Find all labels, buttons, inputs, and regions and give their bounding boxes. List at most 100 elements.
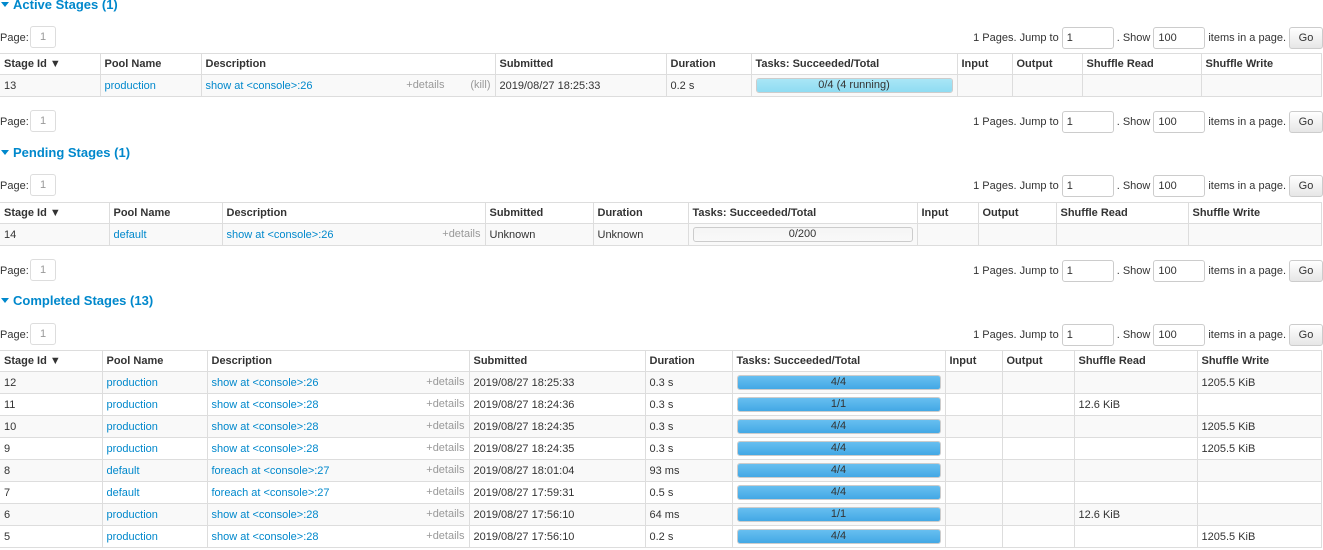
column-header[interactable]: Duration: [644, 350, 733, 372]
section-toggle[interactable]: Pending Stages (1): [0, 145, 130, 160]
column-header[interactable]: Shuffle Write: [1196, 350, 1322, 372]
page-size-input[interactable]: [1153, 27, 1206, 49]
jump-to-page-input[interactable]: [1061, 27, 1114, 49]
jump-to-page-input[interactable]: [1061, 175, 1114, 197]
pool-name-link[interactable]: production: [106, 398, 158, 411]
description-link[interactable]: show at <console>:26: [205, 79, 313, 92]
column-header[interactable]: Tasks: Succeeded/Total: [750, 53, 958, 75]
description-link[interactable]: show at <console>:28: [211, 398, 319, 411]
column-header[interactable]: Pool Name: [101, 350, 208, 372]
shuffle-write: [1187, 223, 1322, 246]
column-header[interactable]: Input: [916, 202, 979, 224]
column-header[interactable]: Description: [221, 202, 486, 224]
column-header[interactable]: Stage Id ▼: [0, 202, 110, 224]
submitted: 2019/08/27 18:25:33: [494, 74, 667, 97]
page-button[interactable]: 1: [30, 259, 56, 281]
tasks-text: 0/4 (4 running): [818, 79, 890, 91]
details-toggle[interactable]: +details: [426, 530, 465, 542]
column-header[interactable]: Duration: [665, 53, 752, 75]
column-header[interactable]: Tasks: Succeeded/Total: [687, 202, 918, 224]
pool-name-link[interactable]: default: [106, 464, 140, 477]
items-text: items in a page.: [1208, 32, 1286, 44]
submitted: 2019/08/27 18:01:04: [468, 459, 646, 482]
output: [1011, 74, 1083, 97]
page-label: Page:: [0, 329, 29, 341]
go-button[interactable]: Go: [1289, 111, 1323, 133]
page-size-input[interactable]: [1153, 260, 1206, 282]
duration: 0.3 s: [644, 371, 733, 394]
column-header[interactable]: Shuffle Write: [1187, 202, 1322, 224]
input: [944, 415, 1003, 438]
column-header[interactable]: Submitted: [484, 202, 594, 224]
stages-table: Stage Id ▼ Pool Name Description Submitted D…: [0, 350, 1322, 548]
page-button[interactable]: 1: [30, 174, 56, 196]
details-toggle[interactable]: +details: [406, 79, 445, 91]
page-button[interactable]: 1: [30, 323, 56, 345]
pool-name-link[interactable]: default: [113, 228, 147, 241]
description-link[interactable]: show at <console>:26: [211, 376, 319, 389]
details-toggle[interactable]: +details: [426, 508, 465, 520]
description-link[interactable]: show at <console>:28: [211, 530, 319, 543]
column-header[interactable]: Pool Name: [99, 53, 202, 75]
pool-name-link[interactable]: production: [104, 79, 156, 92]
column-header[interactable]: Description: [206, 350, 470, 372]
jump-to-page-input[interactable]: [1061, 260, 1114, 282]
details-toggle[interactable]: +details: [426, 464, 465, 476]
column-header[interactable]: Shuffle Read: [1073, 350, 1198, 372]
pool-name-link[interactable]: production: [106, 442, 158, 455]
go-button[interactable]: Go: [1289, 27, 1323, 49]
jump-to-page-input[interactable]: [1061, 111, 1114, 133]
column-header[interactable]: Submitted: [468, 350, 646, 372]
details-toggle[interactable]: +details: [426, 486, 465, 498]
pool-name-link[interactable]: default: [106, 486, 140, 499]
page-size-input[interactable]: [1153, 175, 1206, 197]
details-toggle[interactable]: +details: [426, 376, 465, 388]
column-header[interactable]: Output: [1011, 53, 1083, 75]
column-header[interactable]: Submitted: [494, 53, 667, 75]
column-header[interactable]: Description: [200, 53, 496, 75]
column-header[interactable]: Input: [944, 350, 1003, 372]
column-header[interactable]: Stage Id ▼: [0, 350, 103, 372]
section-toggle[interactable]: Completed Stages (13): [0, 293, 153, 308]
details-toggle[interactable]: +details: [426, 398, 465, 410]
jump-to-page-input[interactable]: [1061, 324, 1114, 346]
input: [944, 437, 1003, 460]
go-button[interactable]: Go: [1289, 260, 1323, 282]
go-button[interactable]: Go: [1289, 175, 1323, 197]
column-header[interactable]: Shuffle Read: [1081, 53, 1202, 75]
description-link[interactable]: foreach at <console>:27: [211, 486, 330, 499]
details-toggle[interactable]: +details: [426, 420, 465, 432]
pool-name-link[interactable]: production: [106, 530, 158, 543]
column-header[interactable]: Stage Id ▼: [0, 53, 101, 75]
shuffle-write: 1205.5 KiB: [1196, 415, 1322, 438]
page-size-input[interactable]: [1153, 111, 1206, 133]
kill-link[interactable]: (kill): [470, 79, 491, 91]
column-header[interactable]: Shuffle Read: [1055, 202, 1189, 224]
section-toggle[interactable]: Active Stages (1): [0, 0, 118, 12]
column-header[interactable]: Output: [1001, 350, 1075, 372]
go-button[interactable]: Go: [1289, 324, 1323, 346]
items-text: items in a page.: [1208, 329, 1286, 341]
description-link[interactable]: show at <console>:28: [211, 508, 319, 521]
column-header[interactable]: Tasks: Succeeded/Total: [731, 350, 946, 372]
column-header[interactable]: Duration: [592, 202, 689, 224]
page-button[interactable]: 1: [30, 26, 56, 48]
description-link[interactable]: show at <console>:28: [211, 442, 319, 455]
description-link[interactable]: show at <console>:26: [226, 228, 334, 241]
description-link[interactable]: foreach at <console>:27: [211, 464, 330, 477]
pool-name-link[interactable]: production: [106, 508, 158, 521]
details-toggle[interactable]: +details: [442, 228, 481, 240]
page-button[interactable]: 1: [30, 110, 56, 132]
shuffle-read: [1073, 459, 1198, 482]
submitted: 2019/08/27 18:24:36: [468, 393, 646, 416]
column-header[interactable]: Pool Name: [108, 202, 223, 224]
page-size-input[interactable]: [1153, 324, 1206, 346]
column-header[interactable]: Shuffle Write: [1200, 53, 1322, 75]
column-header[interactable]: Output: [977, 202, 1057, 224]
pool-name-link[interactable]: production: [106, 376, 158, 389]
column-header[interactable]: Input: [956, 53, 1013, 75]
details-toggle[interactable]: +details: [426, 442, 465, 454]
description-link[interactable]: show at <console>:28: [211, 420, 319, 433]
pool-name-link[interactable]: production: [106, 420, 158, 433]
duration: 64 ms: [644, 503, 733, 526]
